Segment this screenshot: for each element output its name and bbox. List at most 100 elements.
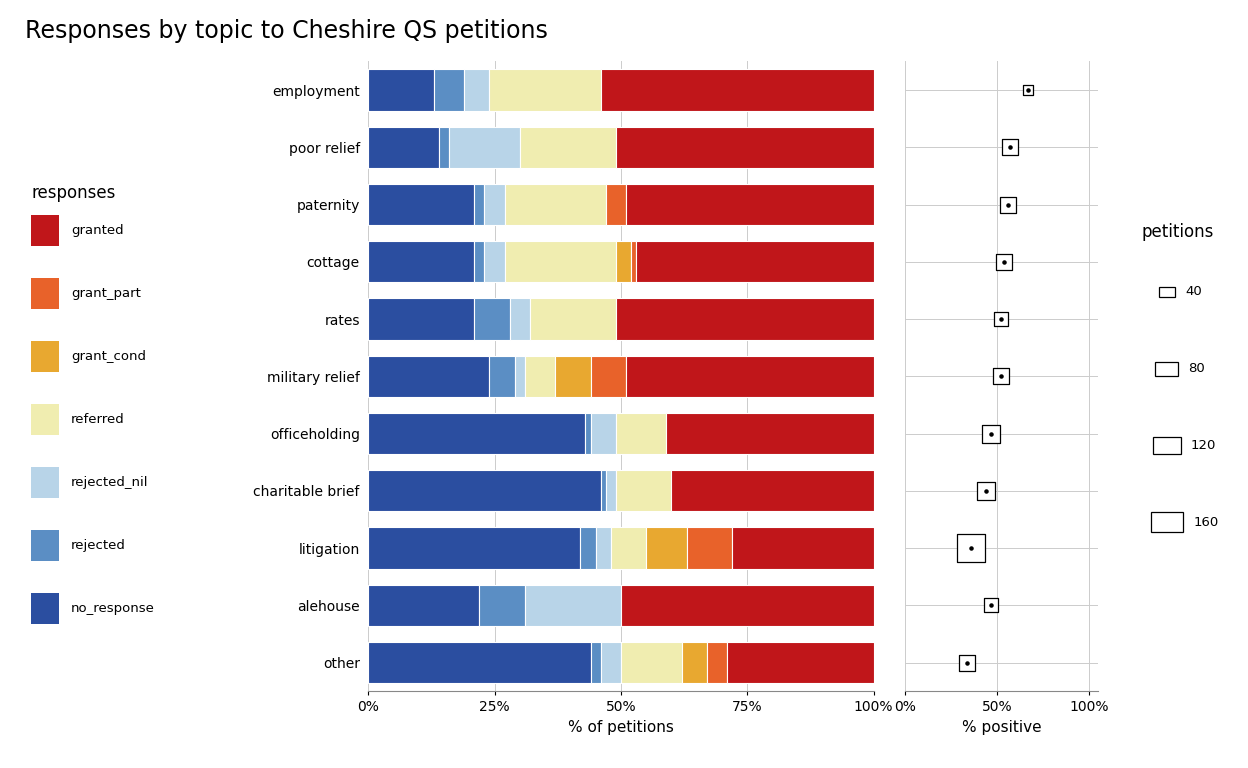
Bar <box>489 69 600 111</box>
Bar <box>368 69 434 111</box>
Bar <box>368 584 479 626</box>
Bar <box>479 584 525 626</box>
Bar <box>620 584 874 626</box>
Bar <box>600 470 605 511</box>
Bar <box>615 413 666 454</box>
Bar <box>728 642 874 684</box>
Bar <box>449 127 520 168</box>
Bar <box>484 241 504 283</box>
Text: grant_cond: grant_cond <box>71 350 146 362</box>
Bar <box>646 528 686 568</box>
Bar <box>605 470 615 511</box>
Bar <box>686 528 733 568</box>
Point <box>998 198 1018 210</box>
Bar <box>590 356 626 397</box>
Bar <box>504 184 605 225</box>
Point <box>991 370 1011 382</box>
Point <box>991 313 1011 325</box>
Bar <box>626 356 874 397</box>
Bar <box>368 241 474 283</box>
Point <box>957 657 977 669</box>
Bar <box>368 184 474 225</box>
Bar <box>504 241 615 283</box>
Bar <box>615 299 874 339</box>
Bar <box>631 241 636 283</box>
Bar <box>368 470 600 511</box>
Bar <box>605 184 626 225</box>
Point <box>1018 84 1038 96</box>
Bar <box>585 413 590 454</box>
Text: granted: granted <box>71 224 124 237</box>
Bar <box>595 528 610 568</box>
Point <box>976 485 996 497</box>
Bar <box>484 184 504 225</box>
Bar <box>626 184 874 225</box>
Point <box>995 256 1015 268</box>
Bar <box>733 528 874 568</box>
Point <box>981 428 1001 440</box>
Text: 160: 160 <box>1193 516 1218 528</box>
Point <box>981 599 1001 611</box>
Bar <box>615 241 631 283</box>
Bar <box>525 584 620 626</box>
Bar <box>464 69 489 111</box>
Bar <box>600 69 874 111</box>
Bar <box>615 470 671 511</box>
Bar <box>474 184 484 225</box>
Bar <box>489 356 514 397</box>
Bar <box>368 356 489 397</box>
Bar <box>615 127 874 168</box>
Bar <box>368 299 474 339</box>
X-axis label: % of petitions: % of petitions <box>568 720 674 735</box>
Bar <box>636 241 874 283</box>
Bar <box>368 127 439 168</box>
Text: rejected: rejected <box>71 539 126 551</box>
Text: no_response: no_response <box>71 602 155 614</box>
Bar <box>368 413 585 454</box>
Text: Responses by topic to Cheshire QS petitions: Responses by topic to Cheshire QS petiti… <box>25 19 548 43</box>
Bar <box>530 299 615 339</box>
Bar <box>525 356 555 397</box>
Bar <box>474 241 484 283</box>
Text: rejected_nil: rejected_nil <box>71 476 149 488</box>
Point <box>1000 141 1020 154</box>
Bar <box>590 413 615 454</box>
Bar <box>671 470 874 511</box>
Text: 120: 120 <box>1191 439 1217 452</box>
Bar <box>519 127 615 168</box>
Point <box>957 657 977 669</box>
Point <box>995 256 1015 268</box>
Point <box>991 370 1011 382</box>
Bar <box>368 528 580 568</box>
Bar <box>610 528 646 568</box>
Point <box>1000 141 1020 154</box>
Bar <box>600 642 620 684</box>
Point <box>1018 84 1038 96</box>
Point <box>991 313 1011 325</box>
Bar <box>555 356 590 397</box>
Bar <box>368 642 590 684</box>
Bar <box>514 356 525 397</box>
Point <box>981 599 1001 611</box>
Point <box>998 198 1018 210</box>
Bar <box>620 642 681 684</box>
Bar <box>666 413 874 454</box>
Bar <box>706 642 728 684</box>
Bar <box>681 642 706 684</box>
Bar <box>474 299 509 339</box>
Point <box>981 428 1001 440</box>
Text: responses: responses <box>31 184 116 202</box>
Bar <box>509 299 530 339</box>
Point <box>961 542 981 554</box>
Bar <box>439 127 449 168</box>
Point <box>976 485 996 497</box>
Point <box>961 542 981 554</box>
Text: 80: 80 <box>1188 362 1206 375</box>
Text: petitions: petitions <box>1142 223 1214 240</box>
Bar <box>434 69 464 111</box>
Text: 40: 40 <box>1186 286 1202 298</box>
Bar <box>580 528 595 568</box>
X-axis label: % positive: % positive <box>962 720 1041 735</box>
Bar <box>590 642 600 684</box>
Text: grant_part: grant_part <box>71 287 141 300</box>
